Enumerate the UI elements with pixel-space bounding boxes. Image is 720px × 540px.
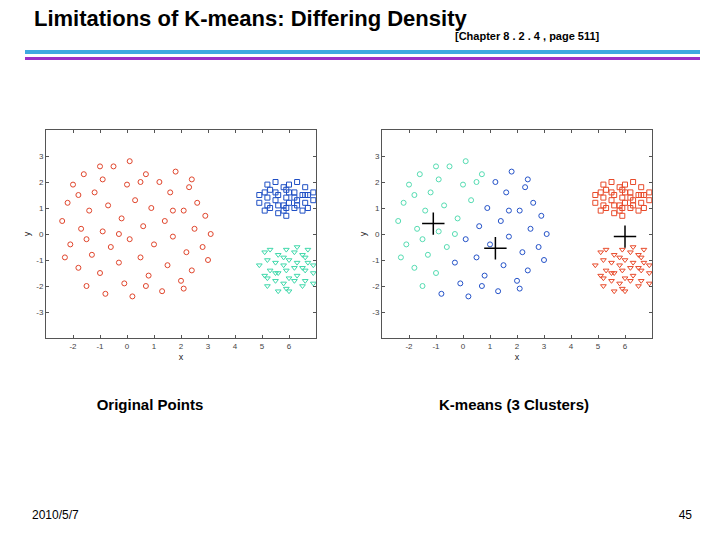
svg-text:2: 2	[179, 342, 184, 351]
svg-text:2: 2	[515, 342, 520, 351]
svg-text:1: 1	[39, 204, 44, 213]
svg-text:3: 3	[206, 342, 211, 351]
svg-text:-1: -1	[96, 342, 104, 351]
svg-text:3: 3	[39, 152, 44, 161]
svg-text:6: 6	[287, 342, 292, 351]
svg-text:0: 0	[461, 342, 466, 351]
svg-text:-2: -2	[36, 282, 44, 291]
svg-text:y: y	[358, 231, 368, 236]
html-text:[Chapter 8 . 2 . 4 , page 511]: [Chapter 8 . 2 . 4 , page 511]	[455, 30, 600, 42]
svg-text:-2: -2	[405, 342, 413, 351]
svg-text:-1: -1	[36, 256, 44, 265]
svg-text:-1: -1	[432, 342, 440, 351]
html-text:Original Points: Original Points	[96, 396, 204, 413]
svg-text:1: 1	[488, 342, 493, 351]
svg-text:6: 6	[623, 342, 628, 351]
svg-text:-1: -1	[372, 256, 380, 265]
html-text:2010/5/7: 2010/5/7	[32, 508, 79, 522]
svg-text:1: 1	[152, 342, 157, 351]
svg-text:y: y	[22, 231, 32, 236]
svg-text:4: 4	[233, 342, 238, 351]
svg-text:-3: -3	[372, 308, 380, 317]
html-text:K-means (3 Clusters): K-means (3 Clusters)	[439, 396, 589, 413]
svg-text:x: x	[515, 352, 520, 362]
svg-text:4: 4	[569, 342, 574, 351]
html-text:Limitations of K-means: Differ: Limitations of K-means: Differing Densit…	[34, 6, 467, 31]
svg-text:3: 3	[542, 342, 547, 351]
svg-text:3: 3	[375, 152, 380, 161]
svg-text:0: 0	[125, 342, 130, 351]
svg-text:2: 2	[375, 178, 380, 187]
svg-text:2: 2	[39, 178, 44, 187]
svg-text:1: 1	[375, 204, 380, 213]
svg-text:-2: -2	[69, 342, 77, 351]
svg-text:5: 5	[596, 342, 601, 351]
html-text:45: 45	[678, 508, 692, 522]
svg-text:5: 5	[260, 342, 265, 351]
svg-text:-2: -2	[372, 282, 380, 291]
svg-text:0: 0	[375, 230, 380, 239]
svg-text:0: 0	[39, 230, 44, 239]
svg-text:x: x	[179, 352, 184, 362]
svg-text:-3: -3	[36, 308, 44, 317]
